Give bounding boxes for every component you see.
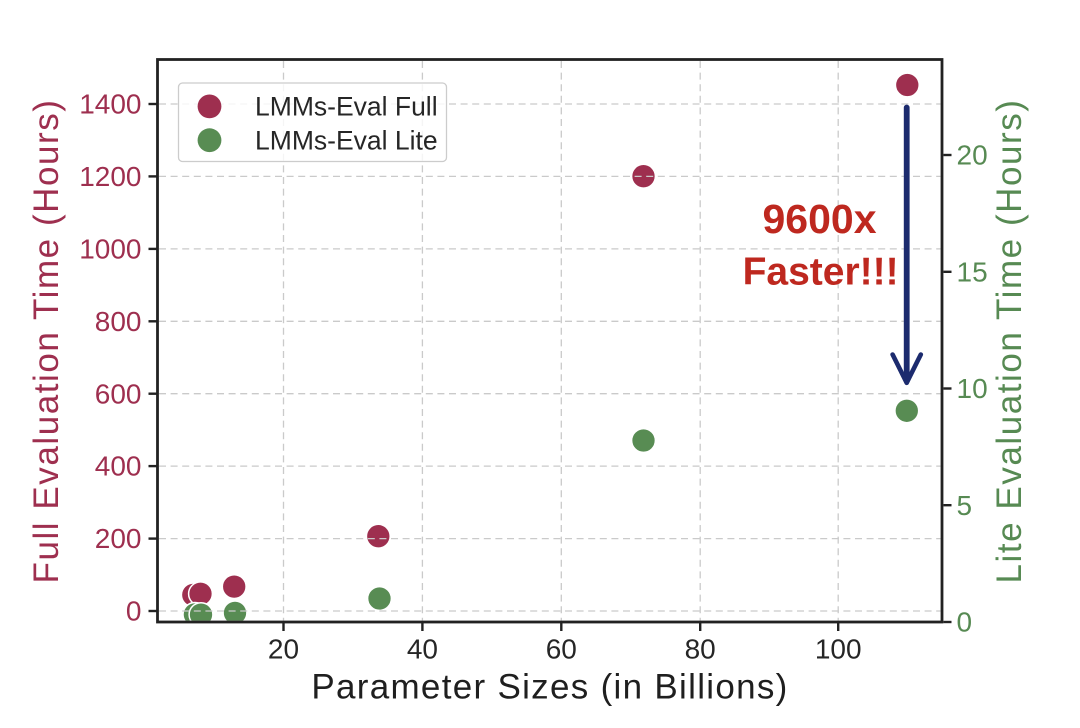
svg-text:40: 40 — [407, 634, 438, 665]
svg-text:80: 80 — [685, 634, 716, 665]
svg-text:Lite Evaluation Time (Hours): Lite Evaluation Time (Hours) — [990, 99, 1029, 584]
svg-text:60: 60 — [546, 634, 577, 665]
svg-text:0: 0 — [957, 607, 973, 638]
svg-text:LMMs-Eval Full: LMMs-Eval Full — [255, 92, 438, 122]
svg-text:600: 600 — [95, 378, 142, 409]
svg-text:100: 100 — [815, 634, 862, 665]
svg-text:LMMs-Eval Lite: LMMs-Eval Lite — [255, 126, 438, 156]
svg-text:800: 800 — [95, 306, 142, 337]
svg-text:Faster!!!: Faster!!! — [743, 251, 899, 294]
svg-text:20: 20 — [957, 140, 988, 171]
svg-text:Parameter Sizes (in Billions): Parameter Sizes (in Billions) — [311, 668, 788, 707]
svg-text:5: 5 — [957, 490, 973, 521]
svg-text:200: 200 — [95, 523, 142, 554]
svg-text:1200: 1200 — [79, 161, 141, 192]
svg-text:1000: 1000 — [79, 234, 141, 265]
svg-text:1400: 1400 — [79, 89, 141, 120]
svg-text:0: 0 — [126, 596, 142, 627]
svg-text:400: 400 — [95, 451, 142, 482]
svg-text:Full Evaluation Time (Hours): Full Evaluation Time (Hours) — [27, 99, 66, 584]
svg-text:20: 20 — [268, 634, 299, 665]
svg-text:10: 10 — [957, 373, 988, 404]
svg-text:9600x: 9600x — [762, 196, 876, 242]
svg-text:15: 15 — [957, 257, 988, 288]
